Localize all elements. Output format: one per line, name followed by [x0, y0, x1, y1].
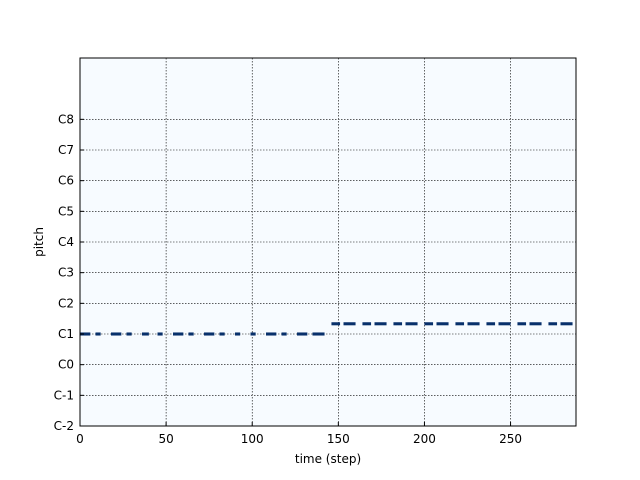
y-tick-label: C6 [58, 174, 74, 188]
note [393, 322, 403, 326]
y-tick-label: C0 [58, 358, 74, 372]
y-tick-label: C8 [58, 112, 74, 126]
note [560, 322, 573, 326]
note [455, 322, 465, 326]
note [498, 322, 511, 326]
y-axis-label: pitch [32, 227, 46, 257]
note [250, 332, 256, 336]
note [126, 332, 132, 336]
y-tick-label: C4 [58, 235, 74, 249]
y-tick-label: C-2 [54, 419, 74, 433]
note [173, 332, 184, 336]
note [405, 322, 418, 326]
y-tick-label: C-1 [54, 388, 74, 402]
note [266, 332, 277, 336]
note [188, 332, 194, 336]
note [235, 332, 241, 336]
plot-area [80, 58, 576, 426]
note [374, 322, 387, 326]
x-tick-label: 250 [499, 432, 522, 446]
y-tick-label: C5 [58, 204, 74, 218]
note [312, 332, 325, 336]
note [157, 332, 163, 336]
ticks: 0 50 100 150 200 250 C-2 C-1 C0 C1 C2 C3 C4 C5 C6 C7 C8 [54, 112, 522, 446]
y-tick-label: C2 [58, 296, 74, 310]
x-tick-label: 150 [327, 432, 350, 446]
note [436, 322, 449, 326]
note [424, 322, 434, 326]
note [204, 332, 215, 336]
note [517, 322, 527, 326]
notes [80, 322, 573, 336]
note [331, 322, 341, 326]
note [362, 322, 372, 326]
note [80, 332, 91, 336]
note [467, 322, 480, 326]
note [343, 322, 356, 326]
x-tick-label: 50 [158, 432, 173, 446]
y-tick-label: C1 [58, 327, 74, 341]
note [111, 332, 122, 336]
x-axis-label: time (step) [295, 452, 361, 466]
note [486, 322, 496, 326]
x-tick-label: 0 [76, 432, 84, 446]
note [142, 332, 149, 336]
y-tick-label: C7 [58, 143, 74, 157]
y-tick-label: C3 [58, 266, 74, 280]
note [297, 332, 308, 336]
x-tick-label: 100 [241, 432, 264, 446]
note [95, 332, 101, 336]
note [281, 332, 287, 336]
note [529, 322, 542, 326]
plot-frame [79, 57, 577, 427]
note [219, 332, 225, 336]
note [548, 322, 558, 326]
x-tick-label: 200 [413, 432, 436, 446]
